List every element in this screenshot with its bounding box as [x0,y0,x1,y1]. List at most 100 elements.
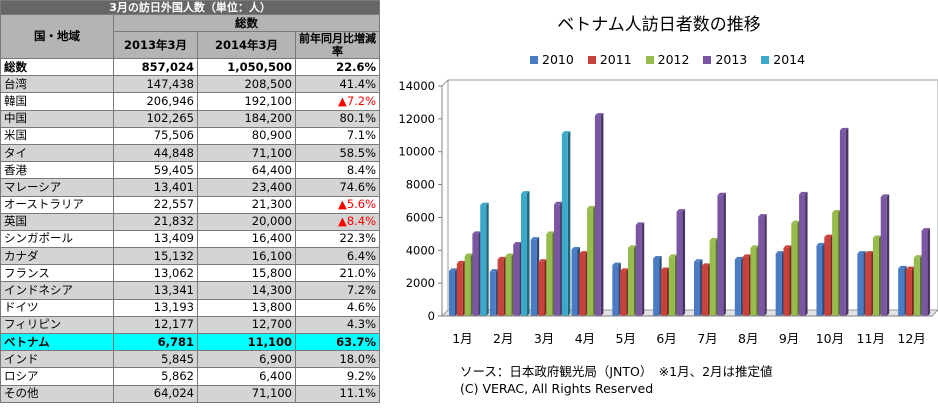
table-row: 英国 21,832 20,000 ▲8.4% [0,212,381,231]
row-country-name: 台湾 [0,75,114,94]
bar-2012 [546,233,553,316]
table-row: 総数 857,024 1,050,500 22.6% [0,57,381,77]
bar-2013 [635,224,642,316]
bar-top [456,260,466,264]
table-caption: 3月の訪日外国人数（単位：人） [0,0,381,15]
y-tick-label: 2000 [406,276,435,290]
bar-2012 [464,256,471,316]
bar-top [750,245,759,248]
header-2014: 2014年3月 [197,31,296,59]
bar-top [701,263,711,266]
x-tick-label: 12月 [897,331,925,346]
row-value-2013: 147,438 [113,75,198,94]
bar-2011 [865,253,872,316]
row-country-name: シンガポール [0,229,114,249]
bar-top [709,237,719,241]
row-value-2014: 15,800 [197,264,296,283]
row-value-2014: 16,400 [197,229,296,249]
bar-top [449,268,458,271]
row-value-2014: 12,700 [197,315,296,335]
bar-top [472,231,481,234]
row-country-name: フィリピン [0,315,114,335]
row-growth-rate: 63.7% [294,332,381,352]
row-country-name: ロシア [0,367,114,386]
bar-2013 [513,244,520,316]
row-value-2014: 1,050,500 [197,57,296,77]
table-row: マレーシア 13,401 23,400 74.6% [0,178,381,197]
bar-top [676,209,686,212]
bar-chart-svg: 0 2000 4000 6000 8000 10000 12000 14000 1月 2月 3月 4月… [398,79,938,346]
bar-top [620,268,629,271]
row-growth-rate: 11.1% [294,384,381,403]
x-tick-label: 2月 [493,331,513,346]
legend-item: 2011 [587,52,632,67]
bar-top [758,214,767,217]
bar-2012 [791,223,798,316]
source-note: ソース：日本政府観光局（JNTO） ※1月、2月は推定値 [460,364,773,379]
row-value-2014: 184,200 [197,109,296,128]
bar-top [668,254,678,257]
row-growth-rate: 74.6% [294,178,381,197]
header-growth-rate: 前年同月比増減率 [294,31,381,59]
bar-2011 [579,253,586,316]
legend-item: 2013 [703,52,747,67]
table-row: フィリピン 12,177 12,700 4.3% [0,315,381,335]
bar-top [816,242,825,246]
y-tick-label: 0 [428,309,435,323]
table-row: カナダ 15,132 16,100 6.4% [0,247,381,266]
bar-2010 [612,265,619,316]
bar-top [799,191,808,195]
bar-2011 [701,265,708,316]
y-tick-label: 8000 [406,178,435,192]
row-country-name: ベトナム [0,332,114,352]
x-tick-label: 6月 [656,331,676,346]
row-value-2013: 21,832 [113,212,198,231]
chart-title: ベトナム人訪日者数の推移 [557,15,761,35]
bar-2012 [750,247,757,316]
row-value-2014: 13,800 [197,298,296,317]
table-row: 韓国 206,946 192,100 ▲7.2% [0,92,381,111]
row-value-2013: 12,177 [113,315,198,335]
legend-swatch [703,55,712,64]
bar-2013 [880,196,887,316]
row-growth-rate: 22.3% [294,229,381,249]
bar-side [527,191,530,316]
row-value-2014: 64,400 [197,161,296,180]
table-row: 香港 59,405 64,400 8.4% [0,161,381,180]
bar-2011 [783,247,790,316]
header-2013: 2013年3月 [113,31,198,59]
bar-top [857,251,866,254]
row-country-name: オーストラリア [0,195,114,214]
row-value-2013: 6,781 [113,332,198,352]
table-header-row-2: 2013年3月 2014年3月 前年同月比増減率 [1,31,381,59]
row-value-2013: 22,557 [113,195,198,214]
bar-2010 [530,239,537,316]
row-value-2013: 64,024 [113,384,198,403]
row-value-2014: 71,100 [197,143,296,163]
bar-2013 [594,115,601,316]
bar-top [824,234,833,238]
legend-label: 2014 [773,52,806,67]
row-growth-rate: 18.0% [294,350,381,369]
row-country-name: タイ [0,143,114,163]
row-value-2014: 16,100 [197,247,296,266]
legend-label: 2012 [657,52,690,67]
legend-swatch [761,55,770,64]
row-value-2014: 6,900 [197,350,296,369]
legend-label: 2013 [715,52,748,67]
bar-2011 [660,270,667,316]
y-tick-label: 10000 [398,145,435,159]
bar-2013 [921,230,928,316]
row-value-2014: 14,300 [197,281,296,300]
bar-2010 [734,259,741,316]
visitor-table-panel: 3月の訪日外国人数（単位：人） 国・地域 総数 2013年3月 2014年3月 … [0,0,381,415]
bar-top [775,251,785,254]
bar-side [723,192,726,316]
table-row: インド 5,845 6,900 18.0% [0,350,381,369]
row-value-2013: 13,409 [113,229,198,249]
legend-label: 2010 [542,52,574,67]
visitor-table: 3月の訪日外国人数（単位：人） 国・地域 総数 2013年3月 2014年3月 … [0,0,381,403]
bar-top [783,245,792,248]
bar-2013 [717,195,724,316]
row-growth-rate: 41.4% [294,75,381,94]
